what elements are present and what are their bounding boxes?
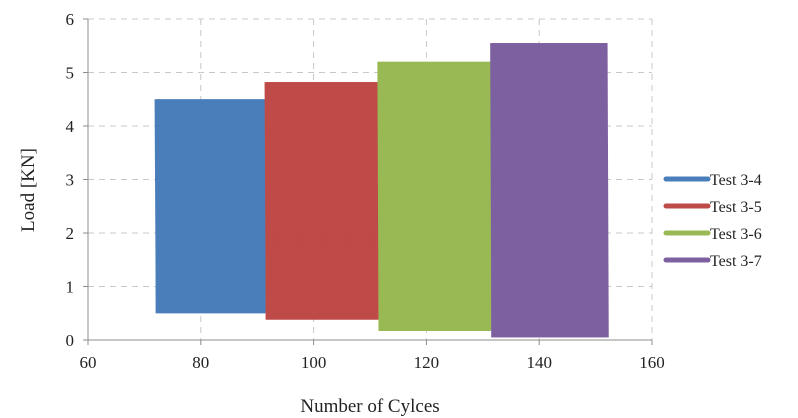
- series-test-3-5: [264, 82, 381, 320]
- legend: Test 3-4 Test 3-5 Test 3-6 Test 3-7: [663, 172, 762, 270]
- x-tick-label: 140: [526, 353, 552, 372]
- legend-label: Test 3-5: [710, 199, 762, 216]
- y-tick-label: 4: [66, 117, 75, 136]
- x-tick-label: 160: [639, 353, 665, 372]
- series-oscillation: [264, 82, 381, 320]
- x-tick-label: 80: [192, 353, 209, 372]
- legend-label: Test 3-7: [710, 253, 762, 270]
- series-layer: [154, 43, 609, 338]
- y-tick-label: 0: [66, 331, 75, 350]
- legend-label: Test 3-4: [710, 172, 762, 189]
- legend-item: Test 3-5: [663, 199, 762, 216]
- y-axis-title: Load [KN]: [18, 148, 39, 232]
- y-tick-label: 3: [66, 171, 75, 190]
- axes: [83, 18, 653, 345]
- series-oscillation: [490, 43, 609, 338]
- legend-item: Test 3-7: [663, 253, 762, 270]
- y-tick-label: 5: [66, 64, 75, 83]
- series-test-3-4: [154, 99, 266, 314]
- series-test-3-7: [490, 43, 609, 338]
- series-oscillation: [154, 99, 266, 314]
- series-test-3-6: [377, 61, 494, 331]
- x-tick-label: 60: [80, 353, 97, 372]
- series-oscillation: [377, 61, 494, 331]
- x-tick-label: 120: [414, 353, 440, 372]
- x-tick-label: 100: [301, 353, 327, 372]
- legend-item: Test 3-6: [663, 226, 762, 243]
- y-tick-label: 6: [66, 10, 75, 29]
- legend-item: Test 3-4: [663, 172, 762, 189]
- tick-labels: 60 80 100 120 140 160 0 1 2 3 4 5 6: [66, 10, 665, 372]
- x-axis-title: Number of Cylces: [300, 396, 439, 417]
- y-tick-label: 2: [66, 224, 75, 243]
- y-tick-label: 1: [66, 278, 75, 297]
- legend-label: Test 3-6: [710, 226, 762, 243]
